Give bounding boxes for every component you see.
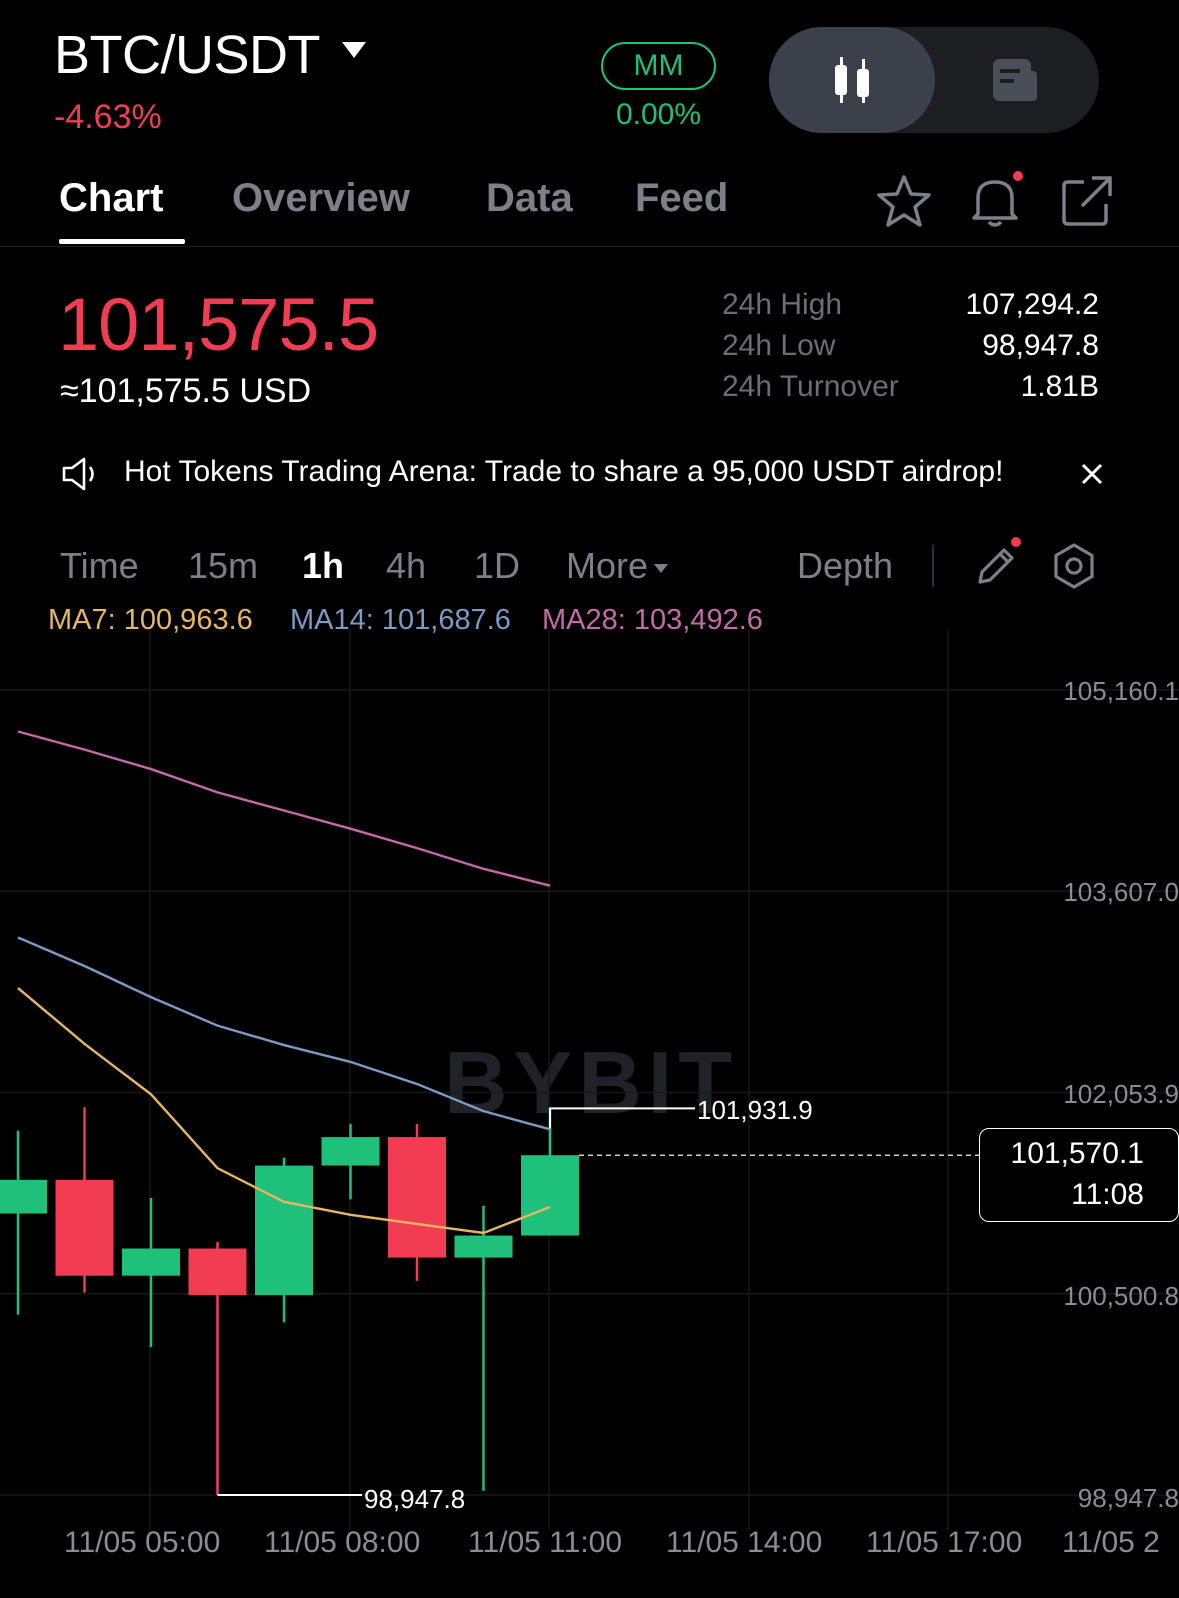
more-label: More — [566, 545, 649, 586]
candle-body — [188, 1248, 247, 1296]
candle-body — [255, 1165, 313, 1296]
tab-feed[interactable]: Feed — [635, 176, 729, 220]
stat-24h-turnover-value: 1.81B — [1020, 370, 1099, 403]
high-marker-label: 101,931.9 — [697, 1095, 813, 1125]
candle-body — [55, 1179, 114, 1276]
speaker-icon — [60, 456, 102, 497]
ma28-value: MA28: 103,492.6 — [542, 604, 763, 636]
toolbar-separator — [932, 545, 934, 587]
exchange-watermark: BYBIT — [444, 1033, 738, 1132]
x-axis-tick: 11/05 08:00 — [264, 1526, 421, 1559]
ma28-line — [17, 730, 551, 887]
x-axis-tick: 11/05 14:00 — [666, 1526, 823, 1559]
x-axis-tick: 11/05 05:00 — [64, 1526, 221, 1559]
x-axis-tick: 11/05 17:00 — [866, 1526, 1023, 1559]
high-marker-line — [549, 1107, 695, 1129]
alert-bell-icon[interactable] — [966, 170, 1026, 237]
share-external-icon[interactable] — [1058, 172, 1116, 235]
low-marker-label: 98,947.8 — [364, 1484, 466, 1514]
candlestick-view-button[interactable] — [769, 27, 935, 133]
x-axis-tick: 11/05 2 — [1062, 1526, 1160, 1559]
ma14-legend: MA14: 101,687.6 — [290, 604, 511, 637]
ma28-legend: MA28: 103,492.6 — [542, 604, 763, 637]
timeframe-1h[interactable]: 1h — [302, 545, 345, 586]
document-icon — [993, 59, 1037, 101]
header-divider — [0, 246, 1179, 247]
stat-24h-high-label: 24h High — [722, 288, 843, 321]
tab-chart[interactable]: Chart — [59, 176, 164, 220]
y-axis-tick: 105,160.1 — [1063, 676, 1179, 706]
timeframe-4h[interactable]: 4h — [386, 545, 427, 586]
current-price-value: 101,570.1 — [1010, 1137, 1144, 1170]
stat-24h-low-value: 98,947.8 — [982, 329, 1099, 362]
pencil-draw-icon[interactable] — [970, 536, 1026, 597]
candle-countdown: 11:08 — [1071, 1178, 1144, 1211]
x-axis-tick: 11/05 11:00 — [468, 1526, 623, 1559]
tab-overview[interactable]: Overview — [232, 176, 410, 220]
y-axis-tick: 102,053.9 — [1063, 1079, 1179, 1109]
y-axis-tick: 103,607.0 — [1063, 877, 1179, 907]
stat-24h-turnover-label: 24h Turnover — [722, 370, 899, 403]
usd-equivalent: ≈101,575.5 USD — [60, 372, 312, 410]
candlestick-chart[interactable] — [0, 630, 1179, 1530]
mm-value: 0.00% — [615, 98, 702, 131]
last-price: 101,575.5 — [58, 283, 379, 366]
stat-24h-low-label: 24h Low — [722, 329, 836, 362]
close-icon[interactable] — [1078, 460, 1106, 493]
ma7-line — [17, 987, 551, 1235]
candle-body — [321, 1137, 380, 1166]
y-axis-tick: 98,947.8 — [1077, 1483, 1179, 1513]
tab-data[interactable]: Data — [486, 176, 573, 220]
candle-body — [122, 1248, 180, 1276]
candle-body — [0, 1179, 47, 1214]
pair-selector[interactable]: BTC/USDT — [54, 25, 321, 85]
active-tab-indicator — [59, 239, 185, 244]
favorite-star-icon[interactable] — [874, 172, 934, 237]
timeframe-more[interactable]: More — [566, 545, 669, 587]
candle-body — [521, 1155, 579, 1236]
timeframe-1d[interactable]: 1D — [474, 545, 521, 586]
mm-label: MM — [633, 49, 684, 82]
caret-down-icon[interactable] — [342, 42, 366, 58]
caret-down-icon — [654, 563, 669, 573]
timeframe-15m[interactable]: 15m — [188, 545, 259, 586]
current-price-tag: 101,570.1 11:08 — [979, 1128, 1179, 1222]
ma14-line — [17, 936, 551, 1131]
info-view-button[interactable] — [935, 27, 1099, 133]
candle-body — [388, 1137, 446, 1258]
announcement-banner[interactable]: Hot Tokens Trading Arena: Trade to share… — [124, 455, 1004, 488]
y-axis-tick: 100,500.8 — [1063, 1281, 1179, 1311]
candle-body — [454, 1235, 513, 1258]
timeframe-time[interactable]: Time — [60, 545, 139, 586]
mm-badge[interactable]: MM — [601, 42, 716, 90]
stat-24h-high-value: 107,294.2 — [965, 288, 1099, 321]
candlestick-icon — [835, 57, 869, 103]
settings-hexagon-icon[interactable] — [1050, 542, 1098, 595]
ma14-value: MA14: 101,687.6 — [290, 604, 511, 636]
price-change-percent: -4.63% — [54, 98, 162, 136]
depth-button[interactable]: Depth — [797, 545, 894, 586]
